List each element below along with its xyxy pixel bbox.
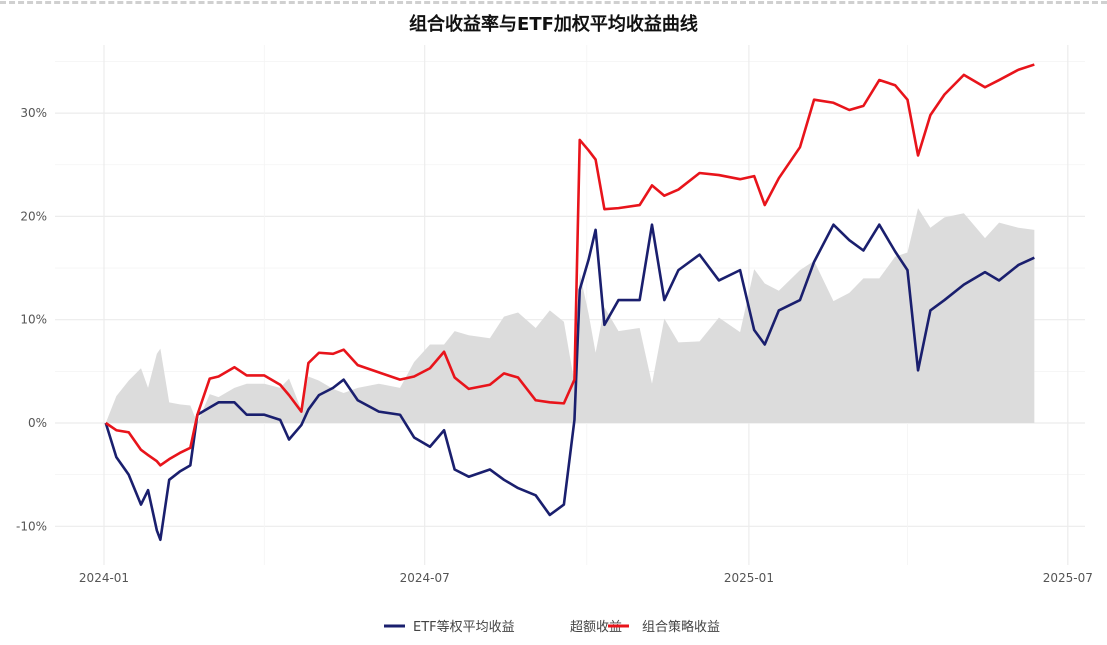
excess-area <box>105 208 1035 423</box>
excess-return-area <box>105 208 1035 423</box>
x-tick-label: 2025-07 <box>1043 571 1093 585</box>
series-lines <box>104 63 1035 542</box>
x-tick-label: 2024-07 <box>400 571 450 585</box>
y-tick-label: 30% <box>20 106 47 120</box>
legend-label-portfolio: 组合策略收益 <box>642 619 720 635</box>
y-tick-label: 20% <box>20 209 47 223</box>
x-tick-label: 2025-01 <box>724 571 774 585</box>
y-tick-label: 10% <box>20 313 47 327</box>
etf-average-line <box>104 223 1035 542</box>
y-tick-label: -10% <box>16 519 47 533</box>
legend: ETF等权平均收益 超额收益 组合策略收益 <box>384 619 720 635</box>
portfolio-line <box>105 63 1035 467</box>
y-axis-ticks: -10% 0% 10% 20% 30% <box>16 106 47 533</box>
y-tick-label: 0% <box>28 416 47 430</box>
x-axis-ticks: 2024-01 2024-07 2025-01 2025-07 <box>79 571 1093 585</box>
chart-title: 组合收益率与ETF加权平均收益曲线 <box>409 14 698 35</box>
top-border <box>0 1 1107 4</box>
legend-label-excess: 超额收益 <box>570 620 622 635</box>
x-tick-label: 2024-01 <box>79 571 129 585</box>
legend-label-etf: ETF等权平均收益 <box>413 619 515 635</box>
